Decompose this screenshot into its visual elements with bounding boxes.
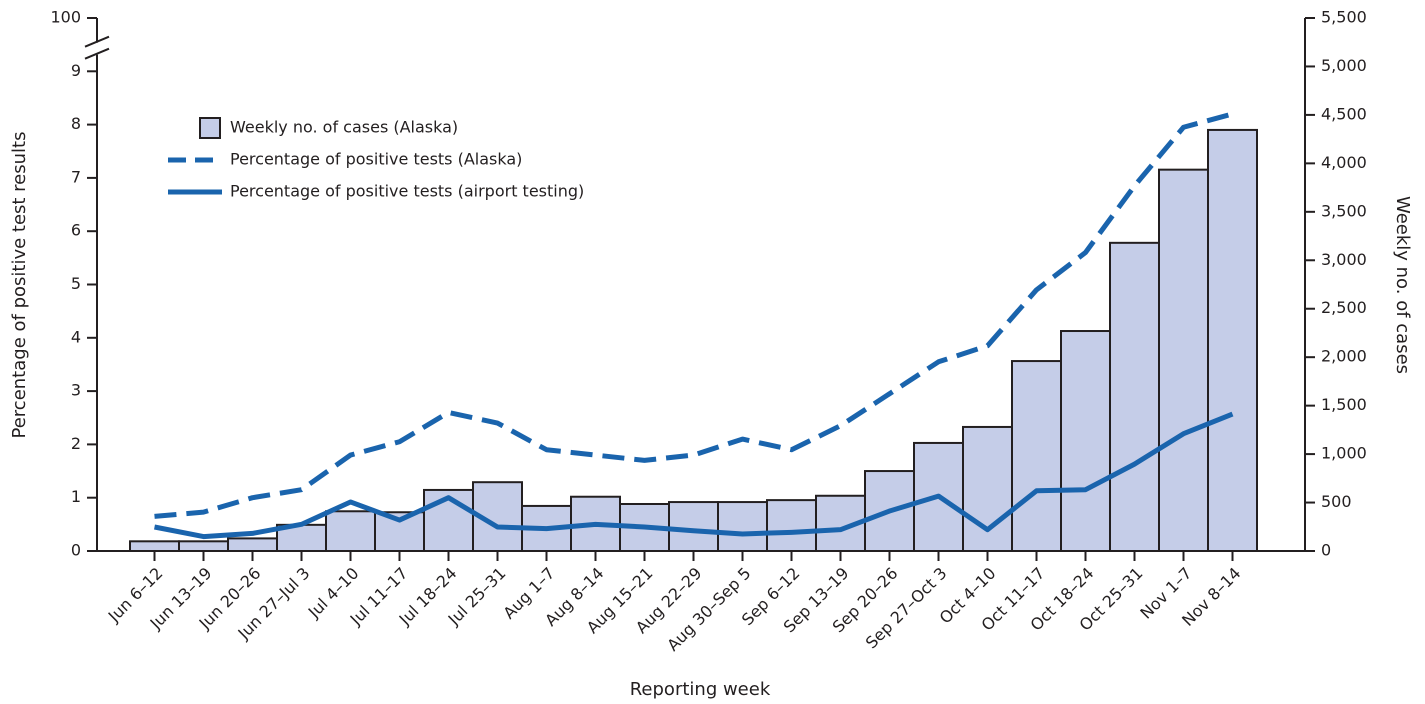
y2-tick-label: 1,500 [1321,395,1367,414]
y-tick-label: 5 [71,274,81,293]
bar [325,510,376,552]
y-tick-label: 0 [71,541,81,560]
bar [1060,330,1111,552]
line [154,411,1234,540]
bar [227,537,278,552]
y2-tick-label: 2,000 [1321,347,1367,366]
y2-tick-label: 5,000 [1321,56,1367,75]
y2-tick-label: 4,500 [1321,104,1367,123]
y-tick-label: 9 [71,61,81,80]
bar [178,540,229,552]
bar [1207,128,1258,552]
y-axis-title: Percentage of positive test results [9,132,30,439]
y-tick-label: 2 [71,434,81,453]
x-axis-title: Reporting week [630,679,771,700]
axis-break [84,47,110,60]
bar [962,425,1013,552]
y2-tick-label: 2,500 [1321,298,1367,317]
y2-tick-label: 3,500 [1321,201,1367,220]
y2-tick-label: 0 [1321,541,1331,560]
y2-tick-label: 4,000 [1321,153,1367,172]
bar [717,501,768,553]
legend-label: Percentage of positive tests (Alaska) [230,150,522,169]
y2-axis-title: Weekly no. of cases [1392,196,1413,374]
legend-label: Weekly no. of cases (Alaska) [230,118,458,137]
y-tick-label: 4 [71,327,81,346]
legend-label: Percentage of positive tests (airport te… [230,182,584,201]
y2-tick-label: 3,000 [1321,250,1367,269]
bar [129,540,180,552]
y2-tick-label: 500 [1321,492,1352,511]
y-tick-label: 6 [71,221,81,240]
bar [766,499,817,553]
y2-tick-label: 5,500 [1321,8,1367,27]
bar [1158,168,1209,552]
legend-swatch [199,117,221,139]
y-tick-label: 7 [71,167,81,186]
bar [1109,241,1160,552]
y-tick-label: 1 [71,487,81,506]
bar [668,501,719,553]
y-tick-label: 3 [71,381,81,400]
x-tick-label: Aug 30–Sep 5 [663,564,754,655]
y-tick-label: 100 [50,8,81,27]
axis-break [84,35,110,48]
y-tick-label: 8 [71,114,81,133]
bar [1011,360,1062,553]
y2-tick-label: 1,000 [1321,444,1367,463]
